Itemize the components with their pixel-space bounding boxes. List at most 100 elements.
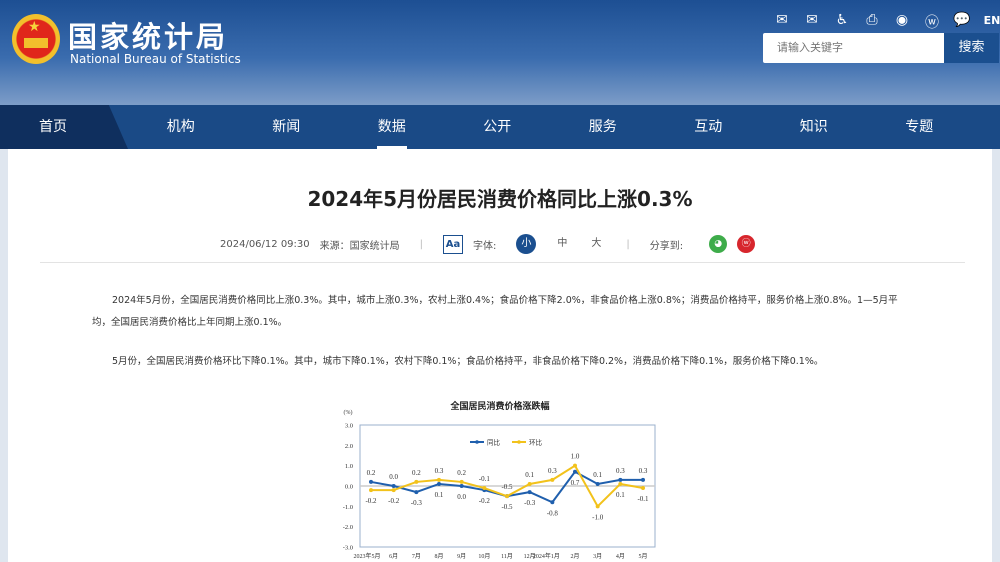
- data-label: 0.3: [639, 467, 648, 475]
- data-point: [391, 488, 396, 493]
- font-large-button[interactable]: 大: [591, 238, 602, 249]
- language-en-link[interactable]: EN: [983, 14, 1000, 27]
- data-point: [527, 481, 532, 486]
- data-label: -0.1: [479, 475, 491, 483]
- chart-title: 全国居民消费价格涨跌幅: [450, 402, 550, 412]
- accessibility-icon[interactable]: ♿: [835, 12, 849, 28]
- data-label: 0.3: [548, 467, 557, 475]
- data-point: [595, 481, 600, 486]
- x-tick-label: 2023年5月: [353, 552, 380, 560]
- article-meta: 2024/06/12 09:30 来源：国家统计局 | Aa 字体: 小 中 大…: [220, 234, 756, 254]
- y-tick-label: -2.0: [343, 524, 353, 531]
- logo-subtitle: National Bureau of Statistics: [70, 52, 241, 66]
- data-label: -1.0: [592, 513, 604, 521]
- data-point: [550, 477, 555, 482]
- data-label: -0.2: [365, 497, 377, 505]
- font-medium-button[interactable]: 中: [557, 238, 568, 249]
- data-point: [595, 504, 600, 509]
- data-label: -0.2: [479, 497, 491, 505]
- mail-settings-icon[interactable]: ✉: [806, 12, 818, 28]
- y-tick-label: 2.0: [345, 443, 353, 450]
- font-small-button[interactable]: 小: [516, 234, 537, 254]
- data-label: -0.1: [637, 495, 649, 503]
- x-tick-label: 2月: [570, 553, 579, 560]
- nav-organization[interactable]: 机构: [166, 119, 195, 135]
- search-input[interactable]: [763, 33, 944, 63]
- data-point: [414, 490, 419, 495]
- y-tick-label: -1.0: [343, 504, 353, 511]
- nav-home[interactable]: 首页: [0, 105, 128, 149]
- y-tick-label: -3.0: [343, 545, 353, 552]
- y-tick-label: 1.0: [345, 463, 353, 470]
- data-point: [437, 477, 441, 482]
- data-label: 0.7: [571, 479, 580, 487]
- legend-marker: [517, 440, 521, 444]
- data-point: [414, 479, 419, 484]
- data-label: 0.0: [389, 473, 398, 481]
- data-label: 0.1: [435, 491, 444, 499]
- data-point: [618, 481, 623, 486]
- legend-marker: [475, 440, 479, 444]
- data-label: -0.5: [501, 503, 513, 511]
- x-tick-label: 10月: [478, 553, 490, 560]
- data-point: [437, 481, 441, 486]
- data-point: [573, 463, 577, 468]
- x-tick-label: 4月: [616, 553, 625, 560]
- data-point: [369, 479, 373, 484]
- mail-icon[interactable]: ✉: [776, 12, 788, 28]
- weibo-icon[interactable]: ⓦ: [925, 15, 939, 31]
- y-tick-label: 3.0: [345, 423, 353, 430]
- nav-topics[interactable]: 专题: [905, 119, 934, 135]
- data-label: 0.2: [457, 469, 466, 477]
- data-point: [527, 490, 532, 495]
- data-label: 0.3: [435, 467, 444, 475]
- data-point: [391, 484, 396, 488]
- print-icon[interactable]: ⎙: [866, 12, 878, 28]
- data-point: [482, 486, 487, 491]
- data-point: [641, 477, 645, 482]
- font-size-icon: Aa: [443, 234, 464, 254]
- nav-news[interactable]: 新闻: [272, 119, 301, 135]
- nav-public[interactable]: 公开: [483, 119, 512, 135]
- data-label: 0.2: [412, 469, 421, 477]
- data-point: [550, 500, 555, 505]
- search-button[interactable]: 搜索: [944, 33, 999, 63]
- data-label: 0.1: [525, 471, 534, 479]
- x-tick-label: 6月: [389, 553, 398, 560]
- data-label: -0.5: [501, 483, 513, 491]
- paragraph-2: 5月份，全国居民消费价格环比下降0.1%。其中，城市下降0.1%，农村下降0.1…: [112, 356, 824, 367]
- x-tick-label: 9月: [457, 553, 466, 560]
- weibo-share-icon[interactable]: ⓦ: [737, 235, 756, 253]
- x-tick-label: 12月: [524, 553, 536, 560]
- nav-services[interactable]: 服务: [588, 119, 617, 135]
- data-label: 1.0: [571, 453, 580, 461]
- nav-knowledge[interactable]: 知识: [799, 119, 828, 135]
- divider: |: [626, 238, 630, 250]
- wechat-share-icon[interactable]: ◕: [709, 235, 728, 253]
- y-axis-unit: (%): [344, 409, 353, 416]
- logo-title[interactable]: 国家统计局: [68, 20, 229, 54]
- data-point: [618, 477, 623, 482]
- paragraph-1-cont: 均，全国居民消费价格比上年同期上涨0.1%。: [92, 317, 288, 328]
- article-source: 来源：国家统计局: [319, 240, 400, 252]
- miniprogram-icon[interactable]: ◉: [895, 12, 909, 28]
- data-label: -0.8: [547, 509, 559, 517]
- paragraph-1: 2024年5月份，全国居民消费价格同比上涨0.3%。其中，城市上涨0.3%，农村…: [112, 295, 898, 306]
- wechat-icon[interactable]: 💬: [953, 12, 971, 28]
- divider: |: [419, 238, 424, 250]
- site-header: ★ 国家统计局 National Bureau of Statistics ✉ …: [0, 0, 1000, 105]
- data-point: [369, 488, 373, 493]
- x-tick-label: 3月: [593, 553, 602, 560]
- share-label: 分享到:: [649, 240, 684, 252]
- x-tick-label: 5月: [638, 553, 647, 560]
- data-label: 0.1: [593, 471, 602, 479]
- data-label: 0.3: [616, 467, 625, 475]
- nav-data[interactable]: 数据: [339, 105, 445, 149]
- data-label: -0.2: [388, 497, 400, 505]
- legend-label: 环比: [529, 438, 543, 447]
- data-label: -0.3: [411, 499, 423, 507]
- y-tick-label: 0.0: [345, 484, 353, 491]
- nav-interaction[interactable]: 互动: [694, 119, 723, 135]
- data-label: 0.2: [367, 469, 376, 477]
